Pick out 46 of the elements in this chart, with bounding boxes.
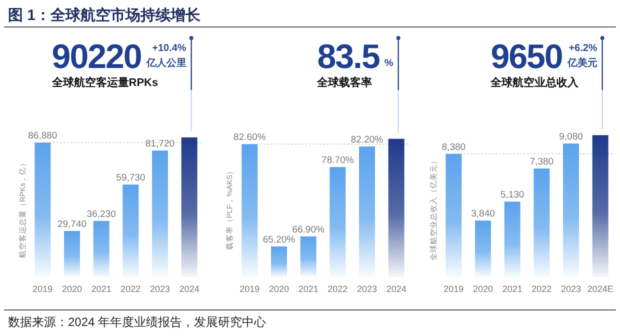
x-tick-label: 2020 [62,284,82,294]
x-tick-label: 2019 [32,284,53,294]
data-label: 78.70% [322,155,354,166]
x-tick-label: 2020 [268,284,290,294]
x-tick-label: 2020 [472,284,494,294]
x-tick-label: 2023 [560,284,582,294]
text: 全球航空业总收入 [490,76,580,89]
x-tick-label: 2019 [240,284,260,294]
annotation: 90220 [52,38,142,76]
data-label: 59,730 [116,172,146,184]
data-label: 8,380 [442,142,466,153]
data-label: 82.60% [234,132,266,144]
text: +10.4% [152,43,186,54]
x-tick-label: 2021 [502,284,522,294]
x-tick-label: 2024 [386,284,406,294]
x-tick-label: 2023 [356,284,378,294]
annotation: 83.5 [317,38,380,76]
data-label: 86,880 [28,130,58,142]
data-label: 29,740 [57,218,87,230]
source-note: 数据来源：2024 年年度业绩报告，发展研究中心 [8,315,266,329]
x-tick-label: 2022 [120,284,141,294]
annotation: 9650 [490,38,562,76]
x-tick-label: 2019 [444,284,464,294]
data-label: 36,230 [86,208,116,220]
text: 全球载客率 [316,76,372,89]
x-tick-label: 2022 [532,284,552,294]
data-label: 5,130 [500,190,524,201]
x-tick-label: 2023 [150,284,170,294]
data-label: 81,720 [145,138,175,150]
text: 全球航空客运量RPKs [50,76,158,89]
x-tick-label: 2022 [328,284,348,294]
text: 亿美元 [566,57,598,69]
x-tick-label: 2021 [91,284,112,294]
text: +6.2% [568,43,598,54]
data-label: 66.90% [292,224,325,236]
text: % [384,58,394,69]
x-tick-label: 2024 [179,284,200,294]
x-tick-label: 2021 [298,284,318,294]
data-label: 9,080 [559,132,583,143]
text: 图 1：全球航空市场持续增长 [8,6,202,24]
data-label: 82.20% [350,134,384,146]
x-tick-label: 2024E [587,284,614,294]
text: 亿人公里 [145,57,186,69]
data-label: 7,380 [530,156,554,168]
data-label: 65.20% [262,234,296,246]
data-label: 3,840 [471,208,495,220]
